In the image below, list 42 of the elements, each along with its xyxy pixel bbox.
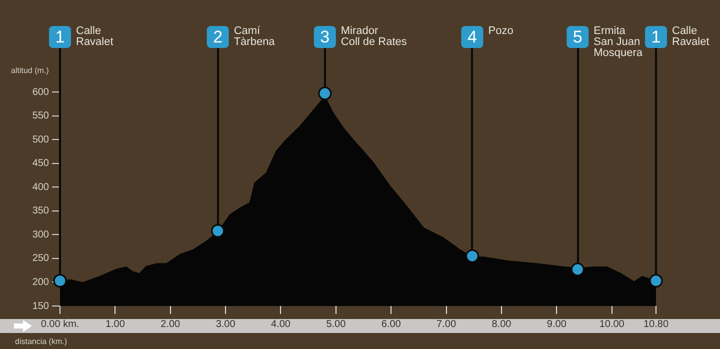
text: Pozo (488, 25, 514, 38)
y-tick-label: 300 (32, 229, 50, 240)
x-tick-label: 4.00 (271, 318, 291, 330)
text: 1 (651, 28, 661, 47)
point (211, 224, 225, 238)
x-tick-label: 0.00 km. (40, 318, 80, 330)
x-tick-label: 6.00 (381, 318, 402, 330)
x-tick-label: 2.00 (160, 318, 181, 330)
y-tick-label: 550 (32, 110, 50, 122)
text: Camí Tàrbena (234, 25, 276, 48)
x-tick-label: 10.80 (643, 318, 669, 330)
point (649, 274, 663, 288)
x-tick-label: 7.00 (436, 318, 456, 330)
y-axis-title: altitud (m.) (11, 66, 50, 76)
text: 4 (468, 28, 477, 47)
x-tick-label: 1.00 (105, 318, 126, 330)
point (570, 262, 584, 276)
x-tick-label: 3.00 (216, 318, 236, 330)
text: 2 (213, 28, 223, 47)
y-tick-label: 250 (32, 253, 50, 264)
x-axis-title: distancia (km.) (15, 337, 68, 346)
text: 5 (572, 28, 582, 47)
text: Calle Ravalet (672, 25, 710, 48)
point (53, 274, 67, 288)
x-tick-label: 10.00 (599, 318, 625, 330)
y-tick-label: 350 (32, 206, 50, 217)
y-tick-label: 400 (32, 182, 50, 193)
point (318, 86, 332, 100)
text: Calle Ravalet (76, 25, 114, 48)
y-tick-label: 450 (32, 158, 50, 170)
x-tick-label: 8.00 (492, 318, 512, 330)
text: Mirador Coll de Rates (340, 25, 408, 48)
x-tick-label: 9.00 (546, 318, 567, 330)
text: Ermita San Juan Mosquera (594, 25, 644, 60)
y-tick-label: 150 (32, 300, 50, 312)
y-tick-label: 600 (32, 86, 50, 98)
y-tick-label: 500 (32, 134, 50, 146)
point (465, 249, 479, 263)
y-tick-label: 200 (32, 276, 50, 288)
text: 1 (55, 28, 65, 47)
x-tick-label: 5.00 (326, 318, 346, 330)
text: 3 (320, 28, 330, 47)
